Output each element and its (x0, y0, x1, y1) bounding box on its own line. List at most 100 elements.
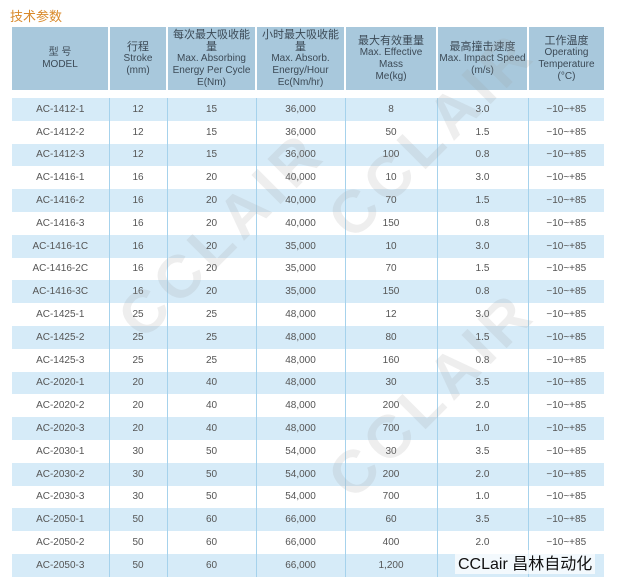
table-cell: AC-1412-3 (12, 143, 109, 167)
table-cell: 36,000 (255, 98, 345, 121)
header-line: Me(kg) (375, 70, 407, 82)
table-cell: −10~+85 (527, 257, 604, 281)
table-cell: 20 (166, 189, 256, 212)
table-cell: 3.0 (436, 166, 528, 190)
table-cell: 25 (166, 348, 256, 372)
table-cell: 3.5 (436, 439, 528, 463)
table-cell: 48,000 (255, 325, 345, 349)
table-cell: 35,000 (255, 257, 345, 281)
table-cell: 48,000 (255, 371, 345, 395)
table-cell: 20 (166, 211, 256, 235)
table-cell: 25 (166, 303, 256, 326)
table-cell: AC-1425-1 (12, 303, 109, 326)
table-cell: −10~+85 (527, 234, 604, 258)
header-line: 最大有效重量 (358, 34, 424, 47)
table-cell: −10~+85 (527, 166, 604, 190)
table-cell: AC-2030-3 (12, 485, 109, 509)
table-cell: 700 (344, 417, 437, 440)
table-cell: AC-1425-2 (12, 325, 109, 349)
table-cell: AC-1416-1 (12, 166, 109, 190)
table-cell: 20 (108, 417, 167, 440)
table-cell: 8 (344, 98, 437, 121)
table-cell: −10~+85 (527, 143, 604, 167)
column-header: 最大有效重量 Max. Effective Mass Me(kg) (344, 27, 437, 90)
table-cell: 1,200 (344, 553, 437, 577)
table-cell: AC-1416-2C (12, 257, 109, 281)
table-cell: −10~+85 (527, 485, 604, 509)
column-header: 型 号 MODEL (12, 27, 109, 90)
table-row: AC-1425-1 25 25 48,000 12 3.0 −10~+85 (12, 303, 604, 326)
header-row: 型 号 MODEL 行程 Stroke (mm) 每次最大吸收能量 Max. Absorbi… (12, 27, 604, 90)
table-cell: 40,000 (255, 166, 345, 190)
table-cell: 12 (108, 143, 167, 167)
table-cell: 40 (166, 394, 256, 418)
table-row: AC-2050-2 50 60 66,000 400 2.0 −10~+85 (12, 531, 604, 554)
table-cell: 16 (108, 211, 167, 235)
header-line: Operating (544, 46, 589, 58)
table-cell: 66,000 (255, 553, 345, 577)
table-cell: AC-1416-1C (12, 234, 109, 258)
table-cell: 700 (344, 485, 437, 509)
table-cell: 60 (344, 508, 437, 532)
column-header: 最高撞击速度 Max. Impact Speed (m/s) (436, 27, 528, 90)
table-cell: 150 (344, 280, 437, 304)
table-cell: 50 (166, 439, 256, 463)
table-cell: 30 (108, 462, 167, 486)
header-line: (°C) (557, 70, 576, 82)
table-cell: 160 (344, 348, 437, 372)
table-cell: 150 (344, 211, 437, 235)
header-line: Ec(Nm/hr) (277, 76, 324, 88)
table-cell: 1.0 (436, 417, 528, 440)
table-cell: 60 (166, 508, 256, 532)
header-line: 小时最大吸收能量 (262, 28, 339, 53)
table-cell: 200 (344, 394, 437, 418)
table-row: AC-2020-2 20 40 48,000 200 2.0 −10~+85 (12, 394, 604, 418)
header-line: 行程 (127, 40, 149, 53)
table-cell: 20 (166, 280, 256, 304)
table-cell: AC-1412-1 (12, 98, 109, 121)
table-cell: 50 (166, 462, 256, 486)
table-cell: 30 (108, 439, 167, 463)
table-cell: 60 (166, 553, 256, 577)
table-cell: 20 (166, 234, 256, 258)
table-row: AC-1412-1 12 15 36,000 8 3.0 −10~+85 (12, 98, 604, 121)
table-cell: −10~+85 (527, 98, 604, 121)
table-row: AC-1425-2 25 25 48,000 80 1.5 −10~+85 (12, 325, 604, 349)
table-cell: 54,000 (255, 485, 345, 509)
table-cell: −10~+85 (527, 348, 604, 372)
table-cell: AC-1425-3 (12, 348, 109, 372)
table-cell: 54,000 (255, 439, 345, 463)
table-cell: −10~+85 (527, 189, 604, 212)
table-cell: 20 (108, 394, 167, 418)
header-line: E(Nm) (197, 76, 226, 88)
table-cell: 25 (108, 325, 167, 349)
table-cell: AC-2020-1 (12, 371, 109, 395)
header-line: Max. Absorbing (177, 52, 246, 64)
table-row: AC-2030-1 30 50 54,000 30 3.5 −10~+85 (12, 439, 604, 463)
brand-logo: CCLair 昌林自动化 (455, 550, 596, 574)
table-row: AC-1416-3 16 20 40,000 150 0.8 −10~+85 (12, 211, 604, 235)
table-cell: 1.5 (436, 325, 528, 349)
table-cell: −10~+85 (527, 531, 604, 554)
table-cell: 48,000 (255, 348, 345, 372)
table-cell: −10~+85 (527, 371, 604, 395)
table-row: AC-1412-3 12 15 36,000 100 0.8 −10~+85 (12, 143, 604, 167)
table-cell: 15 (166, 120, 256, 144)
section-title: 技术参数 (10, 9, 63, 24)
table-cell: 200 (344, 462, 437, 486)
table-cell: 3.0 (436, 98, 528, 121)
header-line: MODEL (42, 58, 78, 70)
table-cell: AC-2020-2 (12, 394, 109, 418)
table-cell: 35,000 (255, 280, 345, 304)
table-cell: 50 (108, 508, 167, 532)
header-line: 每次最大吸收能量 (173, 28, 250, 53)
header-line: Max. Effective Mass (359, 46, 423, 70)
table-cell: 40,000 (255, 211, 345, 235)
header-line: Stroke (123, 52, 153, 64)
table-cell: AC-2050-1 (12, 508, 109, 532)
table-cell: 66,000 (255, 531, 345, 554)
table-cell: 15 (166, 143, 256, 167)
table-cell: 48,000 (255, 417, 345, 440)
table-cell: 50 (166, 485, 256, 509)
table-cell: 3.0 (436, 303, 528, 326)
